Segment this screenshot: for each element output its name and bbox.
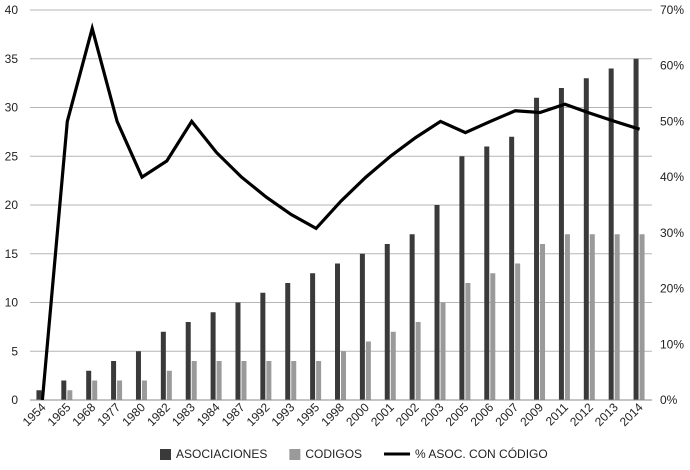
bar-asociaciones-1954 <box>36 390 42 400</box>
bar-asociaciones-2000 <box>359 253 365 400</box>
bar-asociaciones-1983 <box>185 322 191 400</box>
legend-label: ASOCIACIONES <box>176 447 267 461</box>
bar-asociaciones-1995 <box>310 273 316 400</box>
legend-swatch <box>160 449 171 460</box>
right-tick-label: 70% <box>660 3 684 17</box>
gridlines <box>30 9 652 352</box>
right-tick-label: 20% <box>660 282 684 296</box>
bar-codigos-2012 <box>589 234 595 400</box>
bar-codigos-2006 <box>490 273 496 400</box>
bar-asociaciones-2005 <box>459 156 465 400</box>
right-axis-ticks: 0% 10% 20% 30% 40% 50% 60% 70% <box>660 3 684 407</box>
bar-asociaciones-2009 <box>534 97 540 400</box>
bar-asociaciones-1984 <box>210 312 216 400</box>
left-tick-label: 15 <box>5 247 19 261</box>
left-tick-label: 0 <box>11 393 18 407</box>
bar-codigos-2011 <box>564 234 570 400</box>
legend-label: CODIGOS <box>305 447 362 461</box>
bar-codigos-2014 <box>639 234 645 400</box>
left-tick-label: 35 <box>5 52 19 66</box>
bar-codigos-2013 <box>614 234 620 400</box>
bar-asociaciones-2012 <box>583 78 589 400</box>
left-tick-label: 30 <box>5 101 19 115</box>
bar-codigos-1982 <box>166 370 172 400</box>
bar-asociaciones-2013 <box>608 68 614 400</box>
bar-asociaciones-2002 <box>409 234 415 400</box>
bar-asociaciones-1987 <box>235 302 241 400</box>
bar-codigos-2007 <box>515 263 521 400</box>
bar-codigos-1992 <box>266 361 272 400</box>
bars <box>36 58 645 400</box>
bar-asociaciones-1998 <box>335 263 340 400</box>
bar-asociaciones-2007 <box>509 136 515 400</box>
legend: ASOCIACIONES CODIGOS % ASOC. CON CÓDIGO <box>160 446 548 461</box>
bar-asociaciones-2006 <box>484 146 490 400</box>
bar-codigos-1993 <box>291 361 297 400</box>
bar-codigos-2002 <box>415 322 421 400</box>
bar-codigos-2000 <box>365 341 371 400</box>
bar-codigos-1998 <box>341 351 346 400</box>
bar-codigos-1968 <box>92 380 98 400</box>
bar-codigos-1983 <box>191 361 197 400</box>
bar-codigos-1987 <box>241 361 247 400</box>
bar-asociaciones-1968 <box>86 370 92 400</box>
bar-asociaciones-1992 <box>260 292 266 400</box>
right-tick-label: 0% <box>660 393 678 407</box>
right-tick-label: 60% <box>660 59 684 73</box>
right-tick-label: 50% <box>660 114 684 128</box>
left-axis-ticks: 0 5 10 15 20 25 30 35 40 <box>5 3 19 407</box>
line-series <box>40 22 641 401</box>
bar-codigos-2001 <box>390 331 396 400</box>
left-tick-label: 20 <box>5 198 19 212</box>
left-tick-label: 10 <box>5 296 19 310</box>
bar-codigos-1995 <box>316 361 322 400</box>
bar-asociaciones-2014 <box>633 58 639 400</box>
bar-asociaciones-1980 <box>135 351 141 400</box>
left-tick-label: 25 <box>5 149 19 163</box>
legend-label: % ASOC. CON CÓDIGO <box>415 446 548 461</box>
right-tick-label: 10% <box>660 337 684 351</box>
bar-asociaciones-1993 <box>285 283 291 400</box>
bar-codigos-1977 <box>117 380 123 400</box>
bar-codigos-1965 <box>67 390 73 400</box>
bar-asociaciones-1977 <box>111 361 117 400</box>
bar-asociaciones-1982 <box>160 331 166 400</box>
right-tick-label: 30% <box>660 226 684 240</box>
bar-codigos-2003 <box>440 302 446 400</box>
bar-asociaciones-2001 <box>384 244 390 400</box>
right-tick-label: 40% <box>660 170 684 184</box>
bar-asociaciones-2003 <box>434 205 440 400</box>
left-tick-label: 40 <box>5 3 19 17</box>
bar-asociaciones-2011 <box>558 88 564 400</box>
bar-codigos-1980 <box>141 380 147 400</box>
bar-codigos-2005 <box>465 283 471 400</box>
bar-asociaciones-1965 <box>61 380 67 400</box>
bar-codigos-1984 <box>216 361 222 400</box>
line-pct-asoc-con-codigo <box>40 22 641 401</box>
legend-swatch <box>289 449 301 460</box>
bar-codigos-2009 <box>540 244 546 400</box>
left-tick-label: 5 <box>11 344 18 358</box>
